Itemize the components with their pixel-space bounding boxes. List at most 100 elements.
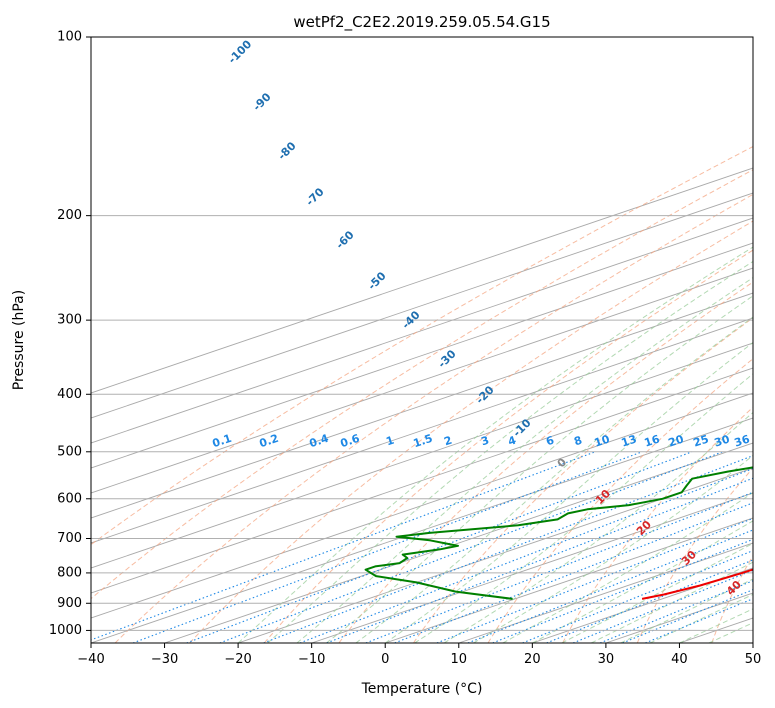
- mixing-ratio-label: 2: [442, 434, 453, 449]
- x-tick-label: 10: [451, 652, 468, 667]
- moist-adiabat-line: [237, 246, 753, 643]
- moist-adiabat-line: [561, 542, 753, 643]
- mixing-ratio-line: [299, 468, 753, 643]
- mixing-ratio-label: 20: [667, 432, 686, 449]
- y-tick-label: 300: [57, 313, 82, 328]
- isotherm-line: [91, 267, 753, 494]
- isotherm-line: [752, 642, 753, 643]
- moist-adiabat-line: [708, 622, 753, 643]
- dry-adiabat-line: [91, 146, 753, 546]
- isotherm-line: [385, 517, 753, 643]
- isotherm-line: [237, 467, 753, 643]
- adiabat-label: -80: [275, 139, 298, 162]
- mixing-ratio-line: [326, 477, 753, 643]
- mixing-ratio-label: 0.4: [308, 432, 331, 450]
- mixing-ratio-label: 8: [572, 434, 583, 449]
- mixing-ratio-line: [219, 451, 723, 643]
- x-tick-label: −30: [151, 652, 178, 667]
- mixing-ratio-label: 0.6: [339, 432, 362, 450]
- isotherm-line: [91, 392, 753, 619]
- dry-adiabat-line: [562, 406, 753, 643]
- mixing-ratio-label: 16: [643, 432, 662, 449]
- mixing-ratio-label: 1: [384, 434, 395, 449]
- moist-adiabat-line: [649, 593, 753, 643]
- mixing-ratio-line: [467, 529, 753, 643]
- moist-adiabat-line: [590, 561, 753, 643]
- x-tick-label: −20: [224, 652, 251, 667]
- y-tick-label: 700: [57, 531, 82, 546]
- isotherm-line: [91, 292, 753, 519]
- moist-adiabat-line: [502, 491, 753, 643]
- temperature-profile-line: [641, 568, 753, 600]
- isotherm-line: [91, 317, 753, 544]
- dry-adiabat-line: [338, 281, 753, 643]
- plot-frame: [90, 36, 754, 644]
- mixing-ratio-label: 30: [713, 432, 732, 449]
- moist-adiabat-line: [326, 295, 753, 643]
- mixing-ratio-line: [132, 451, 643, 643]
- line-labels: -100-90-80-70-60-50-40-30-20-10010203040…: [211, 37, 752, 598]
- x-axis-label: Temperature (°C): [361, 681, 483, 697]
- isotherm-line: [91, 192, 753, 419]
- isotherm-line: [164, 442, 753, 643]
- axes: −40 −30 −20 −10 0 10 20 30 40 5010020030040050060…: [49, 30, 761, 668]
- y-tick-label: 800: [57, 565, 82, 580]
- y-tick-label: 900: [57, 596, 82, 611]
- isotherm-line: [311, 492, 753, 643]
- isotherm-line: [91, 167, 753, 394]
- mixing-ratio-label: 36: [733, 432, 752, 449]
- mixing-ratio-label: 3: [479, 434, 490, 449]
- chart-title: wetPf2_C2E2.2019.259.05.54.G15: [293, 13, 550, 32]
- moist-adiabat-line: [267, 260, 753, 643]
- adiabat-label: -60: [333, 228, 356, 251]
- mixing-ratio-line: [436, 517, 753, 643]
- moist-adiabat-line: [620, 578, 753, 643]
- isotherm-line: [91, 242, 753, 469]
- isotherm-line: [91, 367, 753, 594]
- x-tick-label: 20: [524, 652, 541, 667]
- pressure-gridlines: [91, 37, 753, 631]
- y-tick-label: 500: [57, 444, 82, 459]
- y-axis-label: Pressure (hPa): [11, 290, 27, 390]
- adiabat-label: -50: [365, 269, 388, 292]
- x-tick-label: 0: [381, 652, 389, 667]
- x-tick-label: −40: [77, 652, 104, 667]
- dry-adiabat-line: [636, 467, 753, 643]
- dry-adiabat-line: [487, 358, 753, 643]
- moist-adiabat-line: [414, 373, 753, 643]
- mixing-ratio-label: 13: [620, 432, 639, 449]
- adiabat-label: 10: [593, 487, 613, 507]
- mixing-ratio-label: 6: [544, 434, 556, 449]
- mixing-ratio-line: [492, 538, 753, 643]
- dry-adiabat-line: [114, 193, 753, 643]
- mixing-ratio-line: [263, 455, 753, 643]
- mixing-ratio-label: 0.1: [211, 432, 234, 450]
- adiabat-label: -70: [303, 185, 326, 208]
- moist-adiabat-line: [532, 520, 753, 643]
- y-tick-label: 100: [57, 30, 82, 45]
- data-series: [364, 466, 753, 600]
- moist-adiabat-line: [384, 341, 753, 643]
- y-tick-label: 400: [57, 387, 82, 402]
- isotherm-line: [91, 217, 753, 444]
- y-tick-label: 1000: [49, 623, 82, 638]
- mixing-ratio-label: 0.2: [258, 432, 281, 450]
- mixing-ratio-label: 10: [593, 432, 612, 449]
- mixing-ratio-line: [394, 502, 753, 643]
- x-tick-label: 50: [745, 652, 762, 667]
- background-lines: [91, 146, 753, 643]
- dry-adiabat-line: [189, 220, 753, 643]
- mixing-ratio-label: 25: [692, 432, 711, 449]
- adiabat-label: 20: [634, 518, 654, 538]
- moist-adiabat-line: [355, 316, 753, 643]
- mixing-ratio-label: 4: [506, 434, 518, 449]
- x-tick-label: −10: [298, 652, 325, 667]
- dewpoint-profile-line: [364, 466, 753, 600]
- y-tick-label: 600: [57, 491, 82, 506]
- mixing-ratio-line: [599, 580, 753, 643]
- y-tick-label: 200: [57, 208, 82, 223]
- isotherm-line: [91, 342, 753, 569]
- x-tick-label: 30: [598, 652, 615, 667]
- mixing-ratio-line: [365, 491, 753, 643]
- moist-adiabat-line: [473, 454, 753, 643]
